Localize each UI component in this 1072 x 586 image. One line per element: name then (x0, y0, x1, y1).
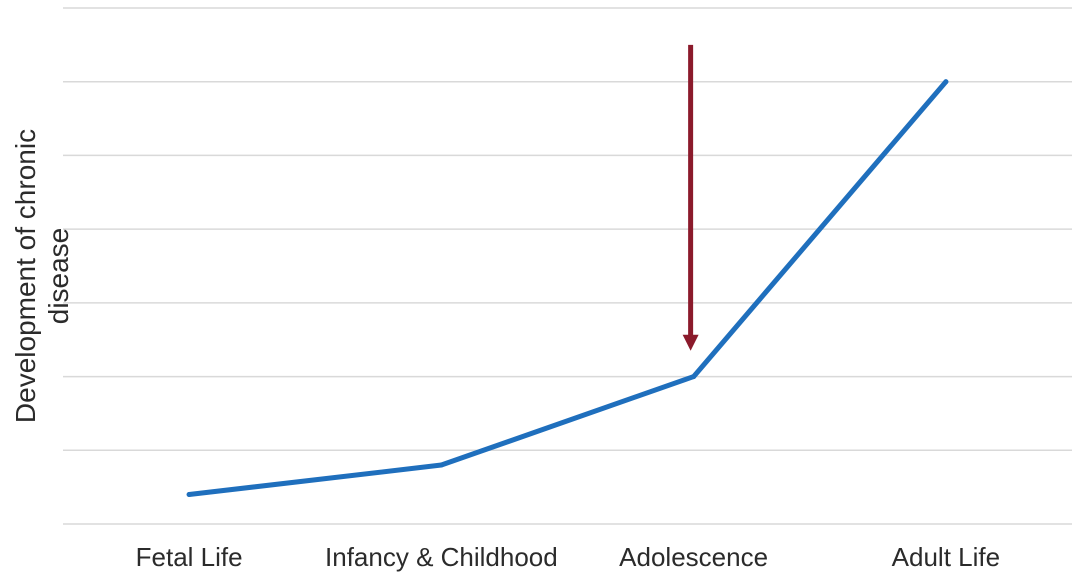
series-layer (186, 79, 949, 498)
x-tick-label: Fetal Life (136, 542, 243, 572)
series-line (186, 79, 949, 498)
data-point (186, 492, 192, 498)
data-point (438, 462, 444, 468)
data-point (691, 374, 697, 380)
x-tick-label: Adolescence (619, 542, 768, 572)
x-tick-labels: Fetal Life Infancy & Childhood Adolescence… (136, 542, 1000, 572)
gridlines (63, 7, 1072, 525)
arrow-head (682, 334, 699, 351)
annotation-layer (682, 44, 699, 351)
y-axis-label: Development of chronicdisease (10, 129, 74, 423)
annotation-arrow (682, 44, 699, 351)
x-tick-label: Adult Life (892, 542, 1000, 572)
x-tick-label: Infancy & Childhood (325, 542, 558, 572)
data-point (943, 79, 949, 85)
